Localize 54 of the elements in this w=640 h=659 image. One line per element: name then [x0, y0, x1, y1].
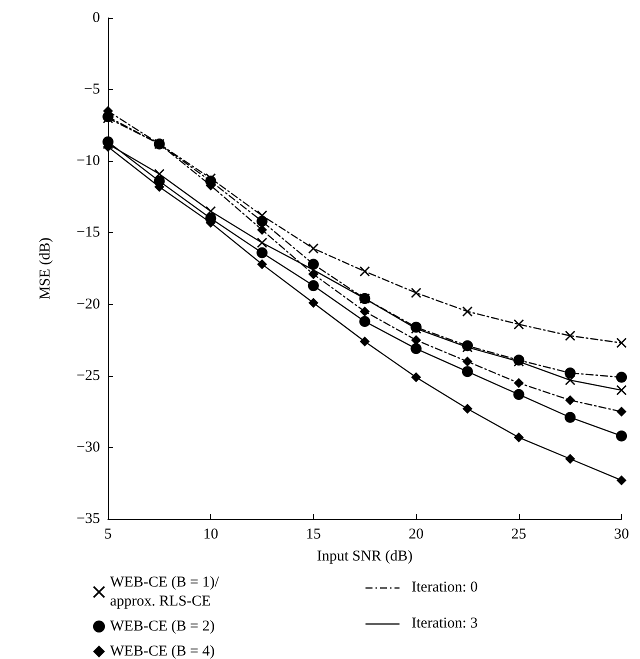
- y-tick-label: 0: [92, 10, 100, 26]
- y-tick-label: −35: [76, 511, 100, 527]
- point: [360, 266, 370, 276]
- point: [257, 238, 268, 248]
- x-tick-label: 25: [511, 526, 526, 542]
- y-tick-label: −25: [76, 368, 100, 384]
- y-tick-label: −10: [76, 153, 100, 170]
- point: [616, 406, 626, 417]
- text: Iteration: 3: [412, 616, 478, 632]
- y-tick-label: −15: [76, 224, 100, 241]
- point: [565, 375, 576, 386]
- legend-label: WEB-CE (B = 1)/ approx. RLS-CE: [110, 574, 220, 610]
- point: [565, 395, 576, 406]
- point: [462, 404, 472, 414]
- y-tick-label: −30: [76, 439, 100, 456]
- point: [411, 288, 422, 298]
- point: [513, 388, 524, 400]
- point: [514, 432, 524, 442]
- y-tick-label: −5: [84, 82, 100, 98]
- point: [565, 330, 576, 341]
- point: [616, 430, 627, 442]
- point: [256, 216, 268, 227]
- point: [616, 372, 627, 383]
- y-axis-title: MSE (dB): [38, 237, 54, 300]
- x-axis-title: Input SNR (dB): [316, 548, 413, 564]
- point: [308, 280, 319, 292]
- point: [514, 378, 524, 388]
- point: [462, 366, 473, 378]
- point: [462, 306, 472, 316]
- x-tick-label: 20: [408, 526, 424, 542]
- point: [616, 475, 626, 486]
- x-tick-label: 15: [306, 526, 321, 542]
- point: [308, 298, 318, 308]
- point: [308, 243, 318, 254]
- point: [359, 316, 370, 327]
- point: [411, 372, 422, 382]
- point: [616, 338, 626, 348]
- point: [565, 454, 576, 464]
- point: [256, 247, 268, 258]
- x-tick-label: 30: [614, 526, 629, 542]
- legend-label: WEB-CE (B = 4): [110, 644, 215, 659]
- point: [410, 343, 422, 354]
- text: Iteration: 0: [412, 580, 478, 596]
- x-tick-label: 5: [104, 526, 112, 542]
- point: [360, 336, 370, 347]
- legend-label: WEB-CE (B = 2): [110, 618, 215, 634]
- point: [462, 356, 472, 367]
- point: [360, 306, 370, 316]
- point: [616, 385, 626, 396]
- x-tick-label: 10: [203, 526, 218, 542]
- point: [564, 412, 576, 423]
- y-tick-label: −20: [76, 296, 100, 312]
- point: [514, 319, 524, 330]
- point: [257, 259, 268, 270]
